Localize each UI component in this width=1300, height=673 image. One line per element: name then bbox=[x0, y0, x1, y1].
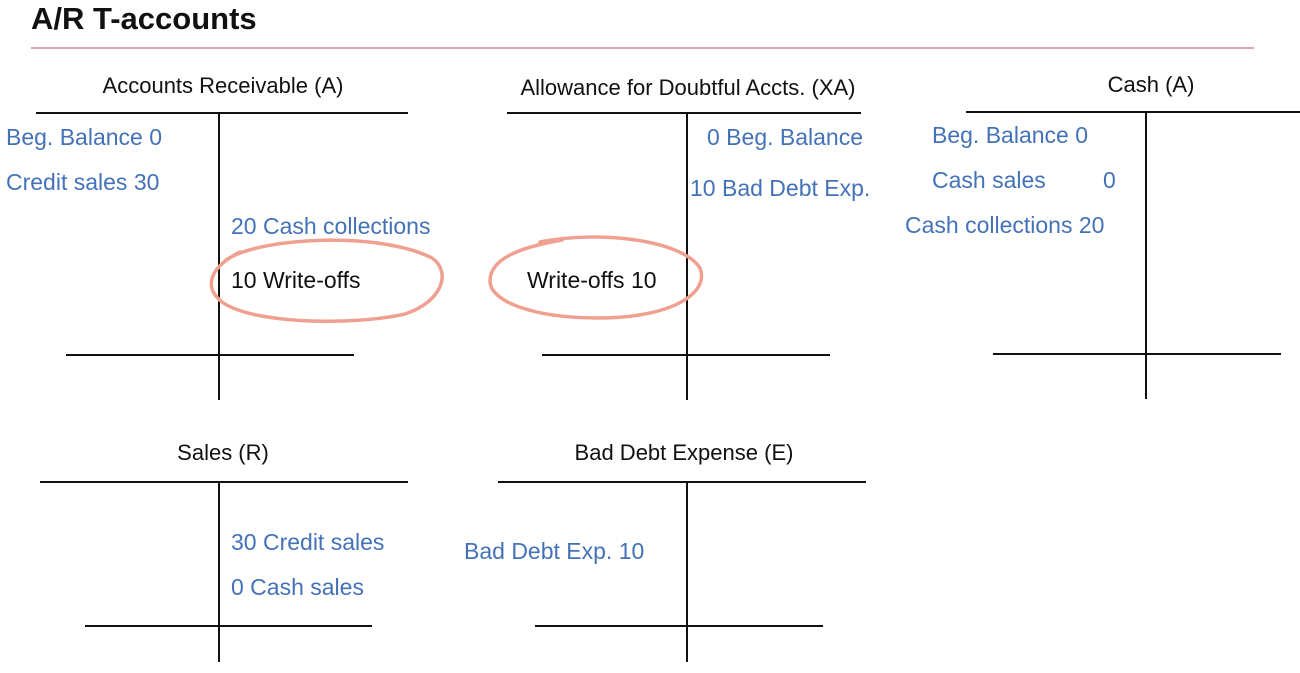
slide-title: A/R T-accounts bbox=[31, 1, 257, 36]
t-account-top-rule bbox=[966, 111, 1300, 113]
t-account-title: Cash (A) bbox=[1107, 72, 1195, 97]
debit-entry: Beg. Balance 0 bbox=[6, 124, 163, 150]
t-account-divider bbox=[1145, 111, 1147, 399]
t-account-divider bbox=[218, 112, 220, 400]
t-account-top-rule bbox=[507, 112, 861, 114]
credit-entry: 30 Credit sales bbox=[231, 529, 385, 555]
credit-entry: 10 Bad Debt Exp. bbox=[690, 175, 871, 201]
credit-entry-write-offs: 10 Write-offs bbox=[231, 267, 361, 293]
t-account-title: Sales (R) bbox=[177, 440, 269, 465]
credit-entry: 20 Cash collections bbox=[231, 213, 431, 239]
t-account-top-rule bbox=[36, 112, 408, 114]
t-account-divider bbox=[686, 481, 688, 662]
t-account-title: Accounts Receivable (A) bbox=[102, 73, 344, 98]
debit-entry: Bad Debt Exp. 10 bbox=[464, 538, 645, 564]
t-account-top-rule bbox=[40, 481, 408, 483]
debit-entry-write-offs: Write-offs 10 bbox=[527, 267, 657, 293]
debit-entry: Beg. Balance 0 bbox=[932, 122, 1089, 148]
debit-entry: Credit sales 30 bbox=[6, 169, 160, 195]
t-account-divider bbox=[218, 481, 220, 662]
t-account-bottom-rule bbox=[85, 625, 372, 627]
debit-entry-amount: 0 bbox=[1103, 167, 1116, 193]
highlight-circle-allowance-write-offs bbox=[488, 235, 704, 320]
debit-entry: Cash sales bbox=[932, 167, 1046, 193]
title-rule bbox=[31, 47, 1254, 49]
t-account-title: Bad Debt Expense (E) bbox=[574, 440, 794, 465]
credit-entry: 0 Beg. Balance bbox=[707, 124, 864, 150]
t-account-bottom-rule bbox=[542, 354, 830, 356]
highlight-circle-ar-write-offs bbox=[209, 238, 444, 323]
t-account-top-rule bbox=[498, 481, 866, 483]
t-account-bottom-rule bbox=[66, 354, 354, 356]
credit-entry: 0 Cash sales bbox=[231, 574, 364, 600]
t-account-title: Allowance for Doubtful Accts. (XA) bbox=[520, 75, 856, 100]
t-account-bottom-rule bbox=[535, 625, 823, 627]
t-account-bottom-rule bbox=[993, 353, 1281, 355]
debit-entry: Cash collections 20 bbox=[905, 212, 1105, 238]
